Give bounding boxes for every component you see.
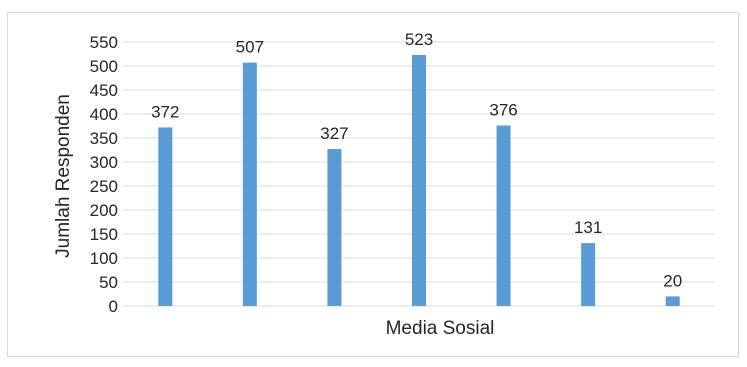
bar <box>242 62 257 306</box>
bar <box>158 127 173 306</box>
data-label: 20 <box>663 271 682 290</box>
data-label: 372 <box>151 102 179 121</box>
y-tick-label: 400 <box>90 105 118 124</box>
bar <box>412 54 426 307</box>
data-label: 523 <box>405 30 433 49</box>
bar <box>665 296 680 306</box>
data-label: 327 <box>320 124 348 143</box>
y-tick-label: 250 <box>90 177 118 196</box>
chart-frame <box>7 12 739 357</box>
y-tick-label: 100 <box>90 249 118 268</box>
y-tick-label: 200 <box>90 201 118 220</box>
bar <box>496 125 511 307</box>
data-labels: 372 507 327 523 376 131 20 <box>151 30 682 290</box>
y-tick-label: 300 <box>90 153 118 172</box>
y-tick-label: 500 <box>90 57 118 76</box>
bars <box>158 54 680 307</box>
bar <box>581 243 596 306</box>
y-tick-label: 350 <box>90 129 118 148</box>
bar <box>327 149 342 306</box>
y-axis-ticks: 0 50 100 150 200 250 300 350 400 450 500 550 <box>90 33 118 316</box>
data-label: 507 <box>236 38 264 57</box>
data-label: 376 <box>489 101 517 120</box>
y-tick-label: 50 <box>99 273 118 292</box>
y-axis-title: Jumlah Responden <box>53 94 74 258</box>
data-label: 131 <box>574 218 602 237</box>
y-tick-label: 450 <box>90 81 118 100</box>
y-tick-label: 0 <box>109 297 118 316</box>
y-tick-label: 150 <box>90 225 118 244</box>
x-axis-title: Media Sosial <box>386 318 495 339</box>
y-tick-label: 550 <box>90 33 118 52</box>
